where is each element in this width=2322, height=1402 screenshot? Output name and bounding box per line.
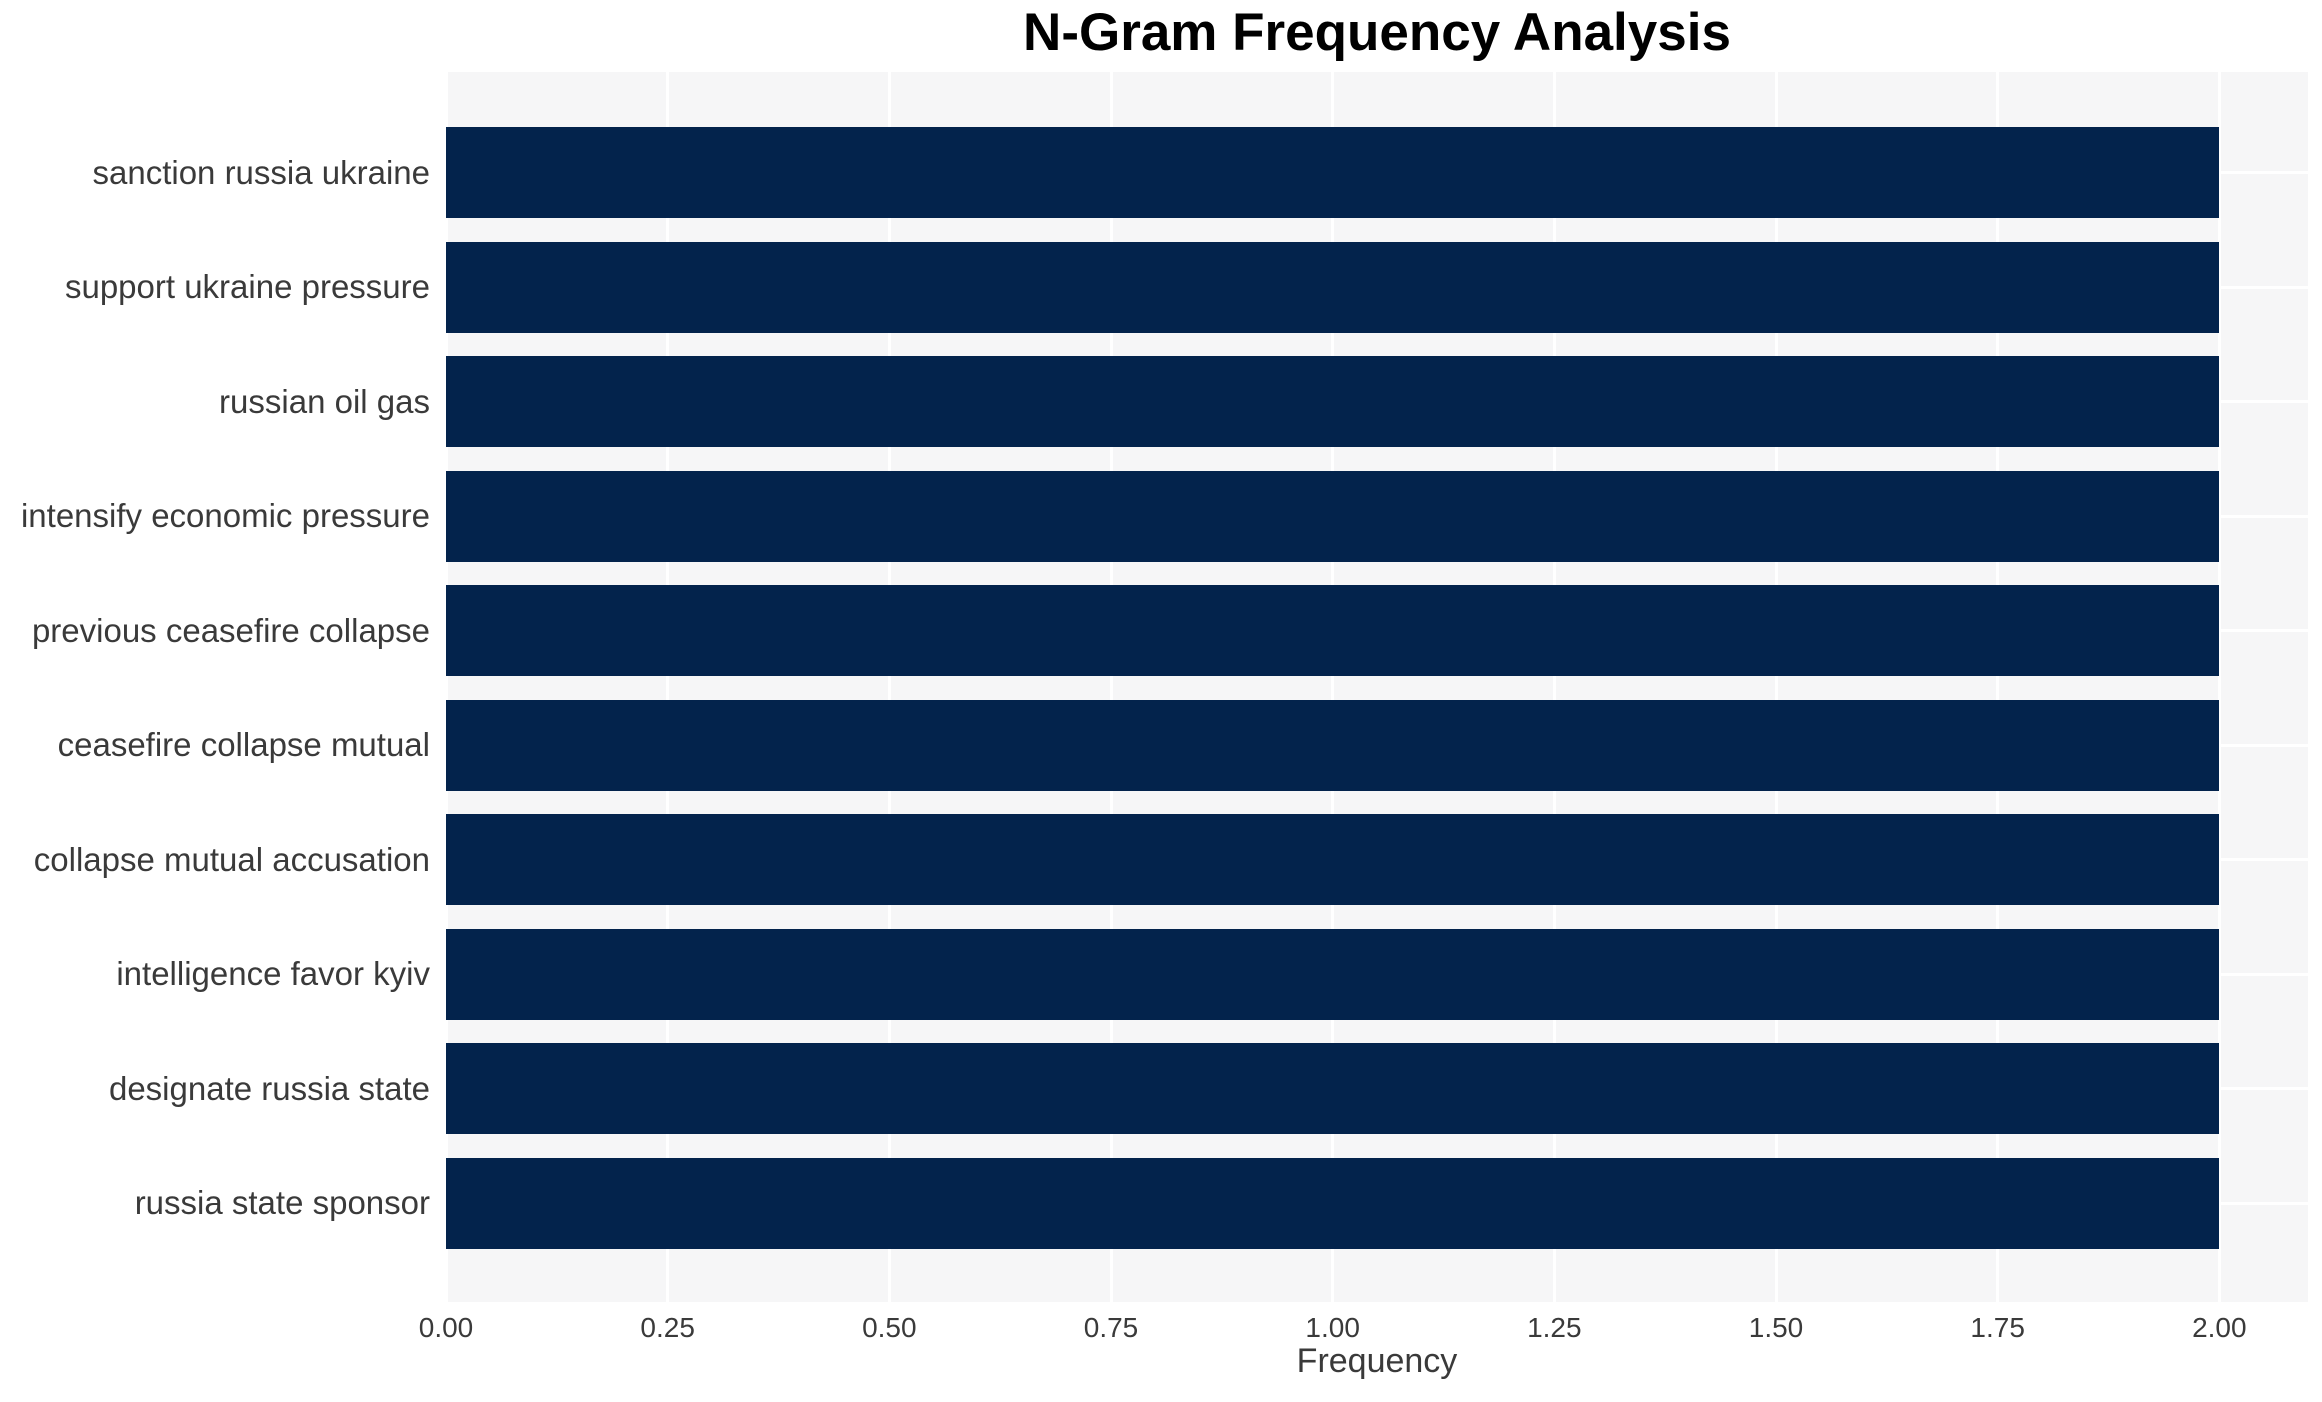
x-gridline: [1109, 72, 1113, 1302]
chart-title: N-Gram Frequency Analysis: [1023, 3, 1731, 62]
y-tick-label: intelligence favor kyiv: [116, 955, 430, 992]
x-gridline: [444, 72, 448, 1302]
x-tick-label: 1.00: [1305, 1312, 1360, 1343]
y-tick-label: designate russia state: [108, 1069, 430, 1107]
bar: [446, 241, 2220, 333]
bar: [446, 1043, 2220, 1134]
y-tick-label: intensify economic pressure: [20, 497, 430, 534]
y-tick-label: sanction russia ukraine: [92, 153, 430, 191]
x-tick-label: 0.25: [640, 1312, 695, 1343]
x-tick-label: 1.75: [1970, 1312, 2025, 1343]
bar: [446, 470, 2220, 562]
bar: [446, 699, 2220, 791]
x-gridline: [1774, 72, 1778, 1302]
x-tick-label: 0.75: [1083, 1312, 1139, 1343]
x-tick-label: 2.00: [2192, 1312, 2247, 1343]
plot-area: [444, 72, 2308, 1302]
y-tick-label: russia state sponsor: [134, 1184, 430, 1221]
bar: [446, 585, 2220, 676]
bar: [446, 356, 2220, 447]
x-gridline: [1996, 72, 2000, 1302]
y-tick-label: collapse mutual accusation: [33, 840, 430, 878]
x-tick-label: 1.25: [1527, 1312, 1582, 1343]
bar: [446, 127, 2220, 218]
x-tick-label: 0.50: [862, 1312, 917, 1343]
x-tick-label: 1.50: [1748, 1312, 1804, 1343]
y-tick-label: russian oil gas: [219, 382, 430, 420]
bar: [446, 814, 2220, 905]
bar: [446, 928, 2220, 1020]
x-gridline: [887, 72, 891, 1302]
x-gridline: [1552, 72, 1556, 1302]
x-tick-label: 0.00: [418, 1312, 474, 1343]
x-gridline: [666, 72, 670, 1302]
y-tick-label: ceasefire collapse mutual: [57, 726, 430, 763]
x-axis-title: Frequency: [1296, 1342, 1458, 1380]
y-tick-label: previous ceasefire collapse: [31, 611, 430, 649]
x-gridline: [1331, 72, 1335, 1302]
bar: [446, 1157, 2220, 1249]
y-tick-label: support ukraine pressure: [64, 268, 430, 305]
x-gridline: [2217, 72, 2221, 1302]
